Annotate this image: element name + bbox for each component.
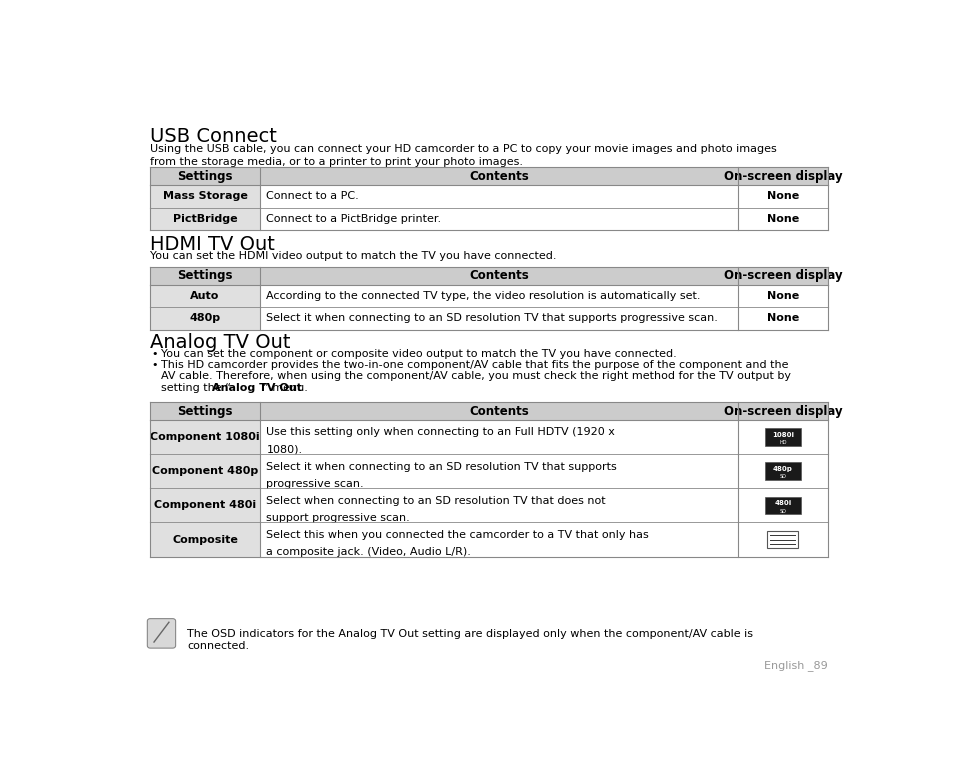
Text: •: • (152, 349, 158, 359)
Bar (151, 488, 259, 522)
Text: 480p: 480p (190, 313, 220, 323)
Text: Component 480i: Component 480i (153, 500, 255, 510)
Text: Mass Storage: Mass Storage (162, 192, 247, 201)
Text: PictBridge: PictBridge (172, 214, 237, 224)
Text: According to the connected TV type, the video resolution is automatically set.: According to the connected TV type, the … (266, 291, 700, 301)
Text: None: None (766, 214, 798, 224)
Bar (259, 420, 858, 454)
Text: AV cable. Therefore, when using the component/AV cable, you must check the right: AV cable. Therefore, when using the comp… (160, 372, 790, 381)
Bar (151, 168, 826, 185)
Text: Using the USB cable, you can connect your HD camcorder to a PC to copy your movi: Using the USB cable, you can connect you… (151, 144, 777, 154)
Bar (151, 420, 259, 454)
Text: 1080).: 1080). (266, 444, 302, 454)
Text: Contents: Contents (469, 270, 528, 283)
Bar (151, 307, 259, 329)
Bar (259, 208, 858, 230)
Text: support progressive scan.: support progressive scan. (266, 513, 410, 523)
Text: Connect to a PC.: Connect to a PC. (266, 192, 358, 201)
Bar (259, 488, 858, 522)
Text: English _89: English _89 (763, 660, 826, 671)
Text: SD: SD (779, 474, 785, 480)
Text: Connect to a PictBridge printer.: Connect to a PictBridge printer. (266, 214, 441, 224)
Bar (151, 285, 259, 307)
Text: from the storage media, or to a printer to print your photo images.: from the storage media, or to a printer … (151, 157, 523, 167)
FancyBboxPatch shape (147, 619, 175, 648)
Text: Contents: Contents (469, 404, 528, 417)
Text: connected.: connected. (187, 640, 249, 650)
Text: Auto: Auto (191, 291, 219, 301)
Text: Component 480p: Component 480p (152, 466, 258, 476)
Text: The OSD indicators for the Analog TV Out setting are displayed only when the com: The OSD indicators for the Analog TV Out… (187, 629, 753, 639)
Text: Settings: Settings (177, 270, 233, 283)
Bar (151, 402, 826, 420)
Text: a composite jack. (Video, Audio L/R).: a composite jack. (Video, Audio L/R). (266, 547, 471, 557)
Text: None: None (766, 291, 798, 301)
Bar (151, 454, 259, 488)
Text: Composite: Composite (172, 535, 237, 545)
Text: Select it when connecting to an SD resolution TV that supports: Select it when connecting to an SD resol… (266, 462, 617, 472)
Bar (259, 185, 858, 208)
Text: Settings: Settings (177, 170, 233, 183)
Text: On-screen display: On-screen display (722, 404, 841, 417)
Text: •: • (152, 360, 158, 370)
Bar (151, 522, 259, 557)
Text: Component 1080i: Component 1080i (150, 432, 259, 442)
Text: 480p: 480p (772, 466, 792, 472)
Text: Settings: Settings (177, 404, 233, 417)
Text: Select it when connecting to an SD resolution TV that supports progressive scan.: Select it when connecting to an SD resol… (266, 313, 718, 323)
Bar (259, 454, 858, 488)
Text: This HD camcorder provides the two-in-one component/AV cable that fits the purpo: This HD camcorder provides the two-in-on… (160, 360, 787, 370)
Text: Use this setting only when connecting to an Full HDTV (1920 x: Use this setting only when connecting to… (266, 427, 615, 437)
Bar (151, 185, 259, 208)
Text: HD: HD (779, 440, 785, 445)
Text: You can set the HDMI video output to match the TV you have connected.: You can set the HDMI video output to mat… (151, 251, 557, 261)
Text: progressive scan.: progressive scan. (266, 479, 364, 489)
Bar (764, 428, 800, 446)
Bar (151, 208, 259, 230)
Text: USB Connect: USB Connect (151, 127, 277, 146)
Bar (764, 496, 800, 514)
Text: setting the “: setting the “ (160, 383, 231, 393)
Text: Analog TV Out: Analog TV Out (212, 383, 302, 393)
Bar (151, 267, 826, 285)
Text: None: None (766, 192, 798, 201)
Text: On-screen display: On-screen display (722, 270, 841, 283)
Text: Select when connecting to an SD resolution TV that does not: Select when connecting to an SD resoluti… (266, 496, 605, 506)
Text: Analog TV Out: Analog TV Out (151, 332, 291, 352)
Text: 480i: 480i (774, 500, 791, 506)
Bar (764, 463, 800, 480)
Bar (259, 285, 858, 307)
Text: You can set the component or composite video output to match the TV you have con: You can set the component or composite v… (160, 349, 676, 359)
Text: None: None (766, 313, 798, 323)
Text: ” menu.: ” menu. (263, 383, 308, 393)
Text: 1080i: 1080i (771, 432, 793, 438)
Text: Contents: Contents (469, 170, 528, 183)
Text: Select this when you connected the camcorder to a TV that only has: Select this when you connected the camco… (266, 530, 648, 540)
Bar (766, 531, 798, 548)
Text: SD: SD (779, 509, 785, 513)
Text: HDMI TV Out: HDMI TV Out (151, 234, 274, 254)
Bar (259, 522, 858, 557)
Text: On-screen display: On-screen display (722, 170, 841, 183)
Bar (259, 307, 858, 329)
